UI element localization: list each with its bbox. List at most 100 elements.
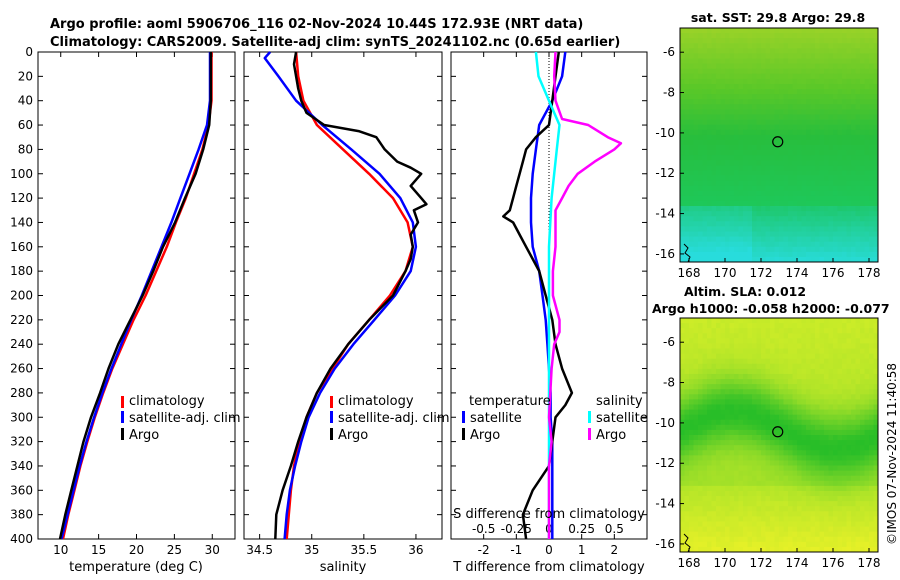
map-cell bbox=[815, 526, 820, 533]
map-cell bbox=[761, 455, 766, 461]
map-cell bbox=[743, 368, 748, 375]
map-cell bbox=[765, 139, 771, 146]
map-cell bbox=[711, 221, 717, 227]
map-cell bbox=[801, 195, 807, 202]
map-cell bbox=[738, 521, 744, 527]
map-cell bbox=[864, 384, 870, 390]
map-cell bbox=[792, 333, 798, 339]
map-cell bbox=[819, 160, 825, 166]
map-cell bbox=[720, 119, 726, 126]
map-cell bbox=[680, 83, 685, 90]
map-cell bbox=[851, 506, 856, 512]
map-cell bbox=[819, 145, 825, 151]
salinity-panel bbox=[243, 51, 443, 540]
map-cell bbox=[833, 409, 838, 416]
map-cell bbox=[743, 139, 748, 146]
map-cell bbox=[788, 221, 793, 227]
map-cell bbox=[828, 511, 834, 517]
map-cell bbox=[693, 160, 699, 166]
map-cell bbox=[761, 236, 766, 243]
map-cell bbox=[747, 363, 753, 370]
map-cell bbox=[828, 480, 834, 487]
title-line-1: Argo profile: aoml 5906706_116 02-Nov-20… bbox=[50, 17, 583, 32]
map-cell bbox=[806, 256, 811, 263]
map-cell bbox=[734, 496, 739, 502]
map-cell bbox=[747, 440, 753, 446]
map-cell bbox=[734, 165, 739, 171]
map-cell bbox=[725, 358, 730, 365]
map-cell bbox=[716, 541, 721, 548]
map-cell bbox=[860, 231, 865, 237]
map-cell bbox=[824, 450, 829, 456]
map-cell bbox=[779, 496, 784, 502]
map-cell bbox=[680, 180, 685, 187]
map-cell bbox=[869, 531, 874, 538]
map-cell bbox=[693, 424, 699, 431]
map-cell bbox=[837, 414, 843, 421]
map-frame bbox=[679, 317, 879, 553]
map-cell bbox=[837, 195, 843, 202]
map-cell bbox=[779, 399, 784, 405]
map-cell bbox=[711, 363, 717, 370]
map-cell bbox=[828, 175, 834, 182]
map-cell bbox=[761, 435, 766, 441]
map-cell bbox=[806, 200, 811, 207]
map-cell bbox=[720, 414, 726, 421]
map-cell bbox=[743, 155, 748, 161]
map-cell bbox=[770, 419, 775, 426]
map-cell bbox=[729, 333, 735, 339]
map-cell bbox=[801, 424, 807, 431]
map-cell bbox=[729, 531, 735, 538]
map-cell bbox=[702, 216, 708, 222]
map-cell bbox=[837, 28, 843, 34]
map-cell bbox=[770, 490, 775, 497]
map-cell bbox=[869, 68, 874, 75]
map-cell bbox=[770, 414, 775, 421]
map-cell bbox=[756, 58, 762, 65]
map-cell bbox=[851, 323, 856, 329]
map-cell bbox=[761, 526, 766, 533]
map-cell bbox=[743, 160, 748, 166]
map-cell bbox=[819, 328, 825, 334]
map-cell bbox=[707, 429, 712, 436]
map-cell bbox=[828, 119, 834, 126]
map-cell bbox=[729, 180, 735, 187]
map-cell bbox=[864, 73, 870, 80]
map-cell bbox=[716, 139, 721, 146]
map-cell bbox=[747, 226, 753, 232]
map-cell bbox=[774, 490, 780, 497]
map-cell bbox=[693, 318, 699, 324]
map-cell bbox=[810, 28, 816, 34]
map-cell bbox=[689, 353, 694, 360]
map-cell bbox=[810, 455, 816, 461]
map-cell bbox=[693, 338, 699, 344]
map-cell bbox=[725, 160, 730, 166]
map-cell bbox=[869, 399, 874, 405]
map-cell bbox=[860, 129, 865, 136]
map-cell bbox=[842, 216, 847, 222]
map-cell bbox=[743, 485, 748, 492]
map-cell bbox=[743, 180, 748, 187]
map-cell bbox=[702, 368, 708, 375]
map-cell bbox=[855, 368, 861, 375]
map-cell bbox=[752, 68, 757, 75]
map-cell bbox=[860, 363, 865, 370]
map-cell bbox=[752, 170, 757, 176]
map-cell bbox=[860, 63, 865, 70]
map-cell bbox=[873, 119, 879, 126]
map-cell bbox=[860, 246, 865, 253]
map-cell bbox=[801, 338, 807, 344]
map-cell bbox=[815, 89, 820, 95]
map-cell bbox=[734, 104, 739, 110]
map-cell bbox=[720, 450, 726, 456]
map-cell bbox=[765, 399, 771, 405]
map-cell bbox=[761, 129, 766, 136]
map-cell bbox=[842, 190, 847, 197]
map-cell bbox=[801, 373, 807, 380]
map-cell bbox=[680, 124, 685, 131]
map-cell bbox=[680, 256, 685, 263]
map-cell bbox=[824, 490, 829, 497]
map-cell bbox=[761, 333, 766, 339]
map-cell bbox=[716, 155, 721, 161]
map-cell bbox=[689, 394, 694, 400]
